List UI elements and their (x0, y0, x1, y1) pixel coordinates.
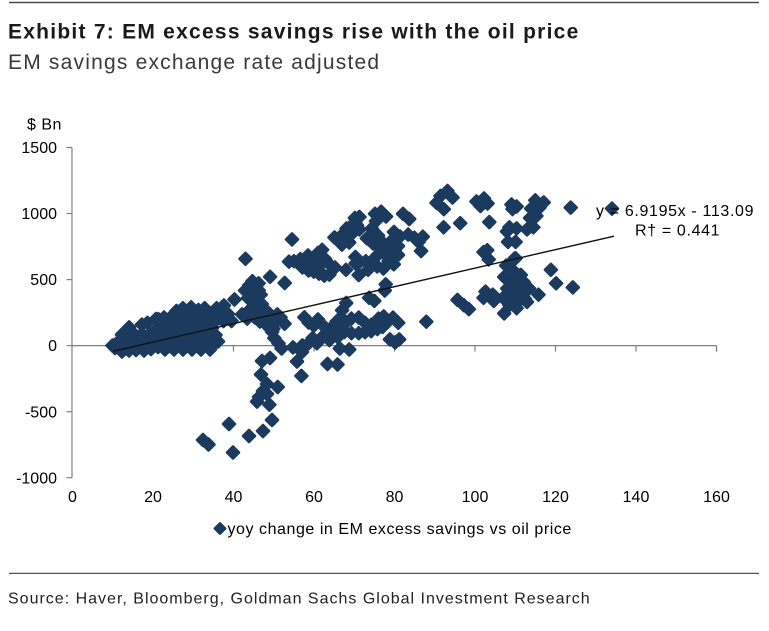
svg-text:120: 120 (542, 489, 569, 506)
svg-text:0: 0 (48, 338, 57, 355)
svg-text:60: 60 (305, 489, 323, 506)
svg-text:0: 0 (68, 489, 77, 506)
svg-text:1500: 1500 (21, 140, 57, 157)
svg-text:140: 140 (623, 489, 650, 506)
svg-text:160: 160 (703, 489, 730, 506)
svg-text:80: 80 (386, 489, 404, 506)
svg-text:Exhibit 7: EM excess savings r: Exhibit 7: EM excess savings rise with t… (8, 21, 580, 44)
svg-text:40: 40 (225, 489, 243, 506)
svg-text:Source: Haver, Bloomberg, Gold: Source: Haver, Bloomberg, Goldman Sachs … (8, 591, 591, 608)
svg-text:100: 100 (462, 489, 489, 506)
svg-text:R† = 0.441: R† = 0.441 (635, 223, 720, 240)
svg-text:-500: -500 (25, 404, 57, 421)
svg-text:20: 20 (144, 489, 162, 506)
svg-text:y = 6.9195x - 113.09: y = 6.9195x - 113.09 (596, 203, 754, 220)
svg-text:-1000: -1000 (16, 470, 57, 487)
svg-text:1000: 1000 (21, 206, 57, 223)
svg-text:yoy change in EM excess saving: yoy change in EM excess savings vs oil p… (228, 521, 572, 538)
svg-text:EM savings exchange rate adjus: EM savings exchange rate adjusted (8, 51, 380, 74)
svg-text:$ Bn: $ Bn (27, 117, 62, 134)
svg-text:500: 500 (30, 272, 57, 289)
